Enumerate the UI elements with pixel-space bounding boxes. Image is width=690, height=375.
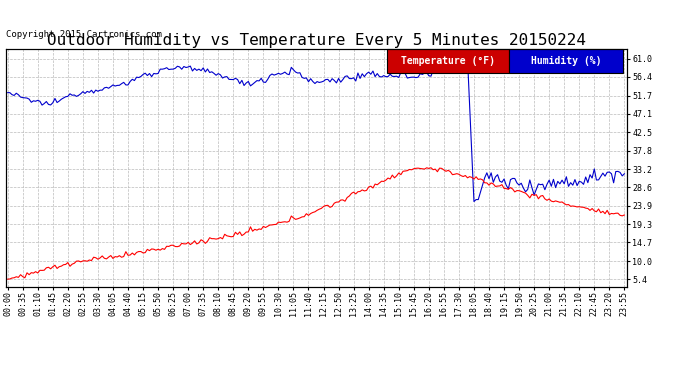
FancyBboxPatch shape <box>509 49 624 73</box>
FancyBboxPatch shape <box>388 49 509 73</box>
Text: Copyright 2015 Cartronics.com: Copyright 2015 Cartronics.com <box>6 30 161 39</box>
Text: Temperature (°F): Temperature (°F) <box>401 56 495 66</box>
Title: Outdoor Humidity vs Temperature Every 5 Minutes 20150224: Outdoor Humidity vs Temperature Every 5 … <box>46 33 586 48</box>
Text: Humidity (%): Humidity (%) <box>531 56 601 66</box>
